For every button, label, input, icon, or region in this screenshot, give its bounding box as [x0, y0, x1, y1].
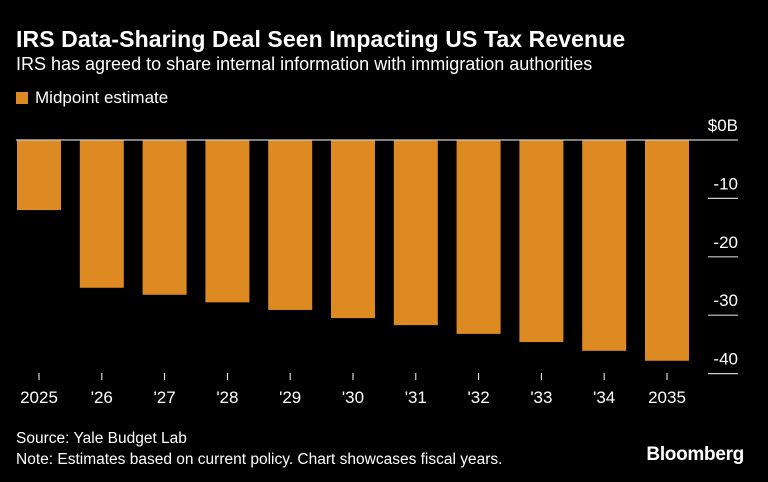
footnote: Note: Estimates based on current policy.… [16, 451, 503, 468]
bar-2 [142, 140, 187, 295]
legend: Midpoint estimate [16, 88, 168, 108]
chart-title: IRS Data-Sharing Deal Seen Impacting US … [16, 26, 626, 52]
bar-3 [205, 140, 250, 303]
bar-10 [645, 140, 689, 361]
chart-subtitle: IRS has agreed to share internal informa… [16, 54, 593, 74]
x-tick-label-9: '34 [593, 388, 615, 407]
bloomberg-logo: Bloomberg [646, 444, 744, 465]
source-note: Source: Yale Budget Lab [16, 430, 187, 447]
bar-6 [393, 140, 438, 326]
bar-5 [331, 140, 375, 319]
x-tick-label-2: '27 [154, 388, 176, 407]
x-tick-label-4: '29 [279, 388, 301, 407]
y-tick-label-3: -30 [713, 291, 738, 310]
bar-0 [17, 140, 61, 211]
legend-label: Midpoint estimate [35, 88, 169, 107]
x-tick-label-0: 2025 [20, 388, 58, 407]
x-tick-label-7: '32 [468, 388, 490, 407]
y-tick-label-0: $0B [708, 116, 738, 135]
bar-8 [519, 140, 564, 343]
bar-7 [456, 140, 501, 334]
x-tick-label-5: '30 [342, 388, 364, 407]
x-tick-label-10: 2035 [648, 388, 686, 407]
y-tick-label-1: -10 [713, 174, 738, 193]
bar-9 [582, 140, 627, 351]
x-tick-label-8: '33 [530, 388, 552, 407]
bar-4 [268, 140, 313, 310]
x-tick-label-3: '28 [216, 388, 238, 407]
legend-swatch [16, 92, 28, 104]
y-tick-label-2: -20 [713, 233, 738, 252]
x-tick-label-1: '26 [91, 388, 113, 407]
y-tick-label-4: -40 [713, 350, 738, 369]
x-tick-label-6: '31 [405, 388, 427, 407]
bar-1 [79, 140, 124, 288]
